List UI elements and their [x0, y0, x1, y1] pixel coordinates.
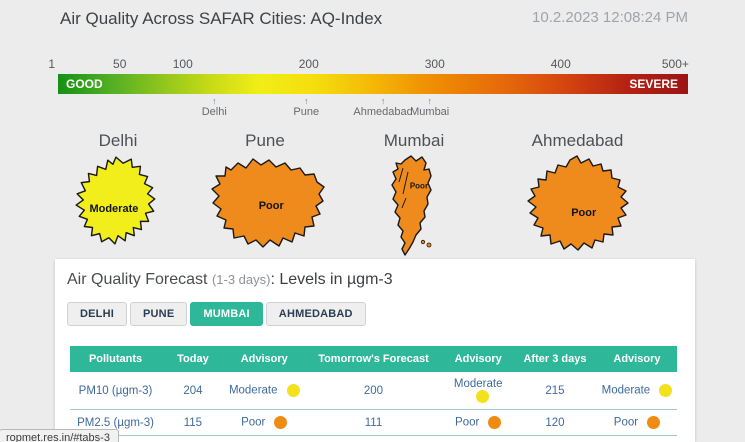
after3-value: 215 [513, 372, 597, 411]
marker-delhi: ↑ Delhi [202, 97, 227, 119]
table-row-pm25: PM2.5 (µgm-3) 115 Poor 111 Poor 120 Poor [70, 409, 677, 437]
tab-pune[interactable]: PUNE [130, 302, 188, 326]
up-arrow-icon: ↑ [427, 96, 432, 106]
marker-label: Mumbai [410, 106, 450, 118]
advisory-cell: Moderate [596, 372, 677, 411]
advisory-text: Moderate [228, 384, 278, 397]
good-label: GOOD [66, 77, 103, 91]
forecast-title-main: Air Quality Forecast [67, 271, 208, 288]
tick-label: 1 [48, 57, 56, 71]
tab-mumbai[interactable]: MUMBAI [190, 302, 263, 326]
up-arrow-icon: ↑ [303, 96, 309, 106]
forecast-card: Air Quality Forecast (1-3 days): Levels … [55, 259, 695, 442]
ahmedabad-map: Poor [515, 154, 640, 259]
tick-label: 100 [172, 57, 193, 71]
island [420, 239, 426, 245]
advisory-text: Poor [455, 416, 480, 429]
tomorrow-value: 200 [303, 372, 444, 411]
col-after3days: After 3 days [513, 346, 597, 372]
page-title: Air Quality Across SAFAR Cities: AQ-Inde… [60, 9, 383, 28]
advisory-text: Poor [613, 416, 639, 429]
advisory-dot-icon [488, 416, 502, 430]
timestamp: 10.2.2023 12:08:24 PM [532, 9, 688, 26]
marker-ahmedabad: ↑ Ahmedabad [353, 97, 412, 119]
mumbai-map: Poor [383, 154, 445, 264]
marker-label: Pune [293, 106, 320, 118]
advisory-dot-icon [476, 390, 490, 404]
city-block-ahmedabad: Ahmedabad Poor [505, 131, 650, 259]
advisory-cell: Moderate [443, 372, 514, 411]
aq-index-scale: 1 50 100 200 300 400 500+ GOOD SEVERE ↑ … [48, 57, 689, 127]
table-header-row: Pollutants Today Advisory Tomorrow's For… [70, 346, 677, 372]
creek-lines [398, 167, 409, 209]
ahmedabad-map-shape [527, 155, 629, 251]
advisory-cell: Poor [224, 409, 304, 437]
pune-map-shape [210, 158, 325, 248]
advisory-text: Poor [241, 416, 266, 429]
col-advisory-3: Advisory [596, 346, 677, 372]
advisory-dot-icon [647, 416, 661, 430]
advisory-dot-icon [659, 384, 673, 398]
aq-gradient-bar: GOOD SEVERE [58, 74, 688, 94]
table-row-pm10: PM10 (µgm-3) 204 Moderate 200 Moderate 2… [70, 372, 677, 411]
col-pollutants: Pollutants [70, 346, 162, 372]
tomorrow-value: 111 [303, 409, 444, 437]
marker-label: Ahmedabad [353, 106, 413, 118]
advisory-text: Moderate [601, 384, 651, 397]
severe-label: SEVERE [629, 77, 678, 91]
city-name: Mumbai [383, 131, 445, 150]
status-label: Poor [258, 199, 284, 212]
tab-ahmedabad[interactable]: AHMEDABAD [265, 302, 366, 326]
advisory-dot-icon [274, 416, 288, 430]
status-label: Poor [571, 206, 597, 219]
city-block-delhi: Delhi Moderate [56, 131, 180, 254]
city-markers: ↑ Delhi ↑ Pune ↑ Ahmedabad ↑ Mumbai [58, 97, 688, 127]
tick-label: 300 [424, 57, 445, 71]
forecast-title-suffix: : Levels in µgm-3 [270, 271, 393, 288]
tick-label: 500+ [661, 57, 689, 71]
up-arrow-icon: ↑ [380, 96, 386, 106]
delhi-map-shape [75, 156, 156, 245]
status-label: Poor [409, 181, 429, 191]
advisory-cell: Poor [443, 409, 514, 437]
today-value: 115 [161, 409, 225, 437]
col-tomorrow: Tomorrow's Forecast [303, 346, 444, 372]
forecast-title-range: (1-3 days) [211, 272, 271, 287]
status-bar-link-hint: ropmet.res.in/#tabs-3 [0, 429, 119, 442]
marker-pune: ↑ Pune [293, 97, 319, 119]
city-block-pune: Pune Poor [198, 131, 332, 257]
advisory-cell: Poor [596, 409, 677, 437]
today-value: 204 [161, 372, 225, 411]
tick-label: 400 [550, 57, 571, 71]
tick-label: 50 [113, 57, 127, 71]
island [426, 242, 432, 248]
forecast-title: Air Quality Forecast (1-3 days): Levels … [67, 271, 683, 289]
advisory-text: Moderate [453, 378, 503, 390]
marker-label: Delhi [201, 106, 227, 118]
forecast-table: Pollutants Today Advisory Tomorrow's For… [70, 346, 677, 437]
mumbai-map-shape [391, 155, 432, 256]
pune-map: Poor [203, 154, 328, 257]
city-block-mumbai: Mumbai Poor [372, 131, 456, 264]
up-arrow-icon: ↑ [211, 96, 217, 106]
scale-ticks: 1 50 100 200 300 400 500+ [48, 57, 689, 72]
col-today: Today [161, 346, 225, 372]
after3-value: 120 [513, 409, 597, 437]
advisory-dot-icon [286, 384, 300, 398]
city-name: Ahmedabad [531, 131, 624, 150]
delhi-map: Moderate [67, 154, 169, 254]
col-advisory-2: Advisory [443, 346, 514, 372]
tick-label: 200 [298, 57, 319, 71]
status-label: Moderate [89, 203, 139, 215]
city-name: Pune [245, 131, 285, 150]
pollutant-cell: PM10 (µgm-3) [70, 372, 162, 411]
advisory-cell: Moderate [224, 372, 304, 411]
tab-delhi[interactable]: DELHI [67, 302, 127, 326]
col-advisory-1: Advisory [224, 346, 304, 372]
marker-mumbai: ↑ Mumbai [410, 97, 449, 119]
city-tabs: DELHI PUNE MUMBAI AHMEDABAD [67, 302, 683, 326]
city-name: Delhi [98, 131, 138, 150]
